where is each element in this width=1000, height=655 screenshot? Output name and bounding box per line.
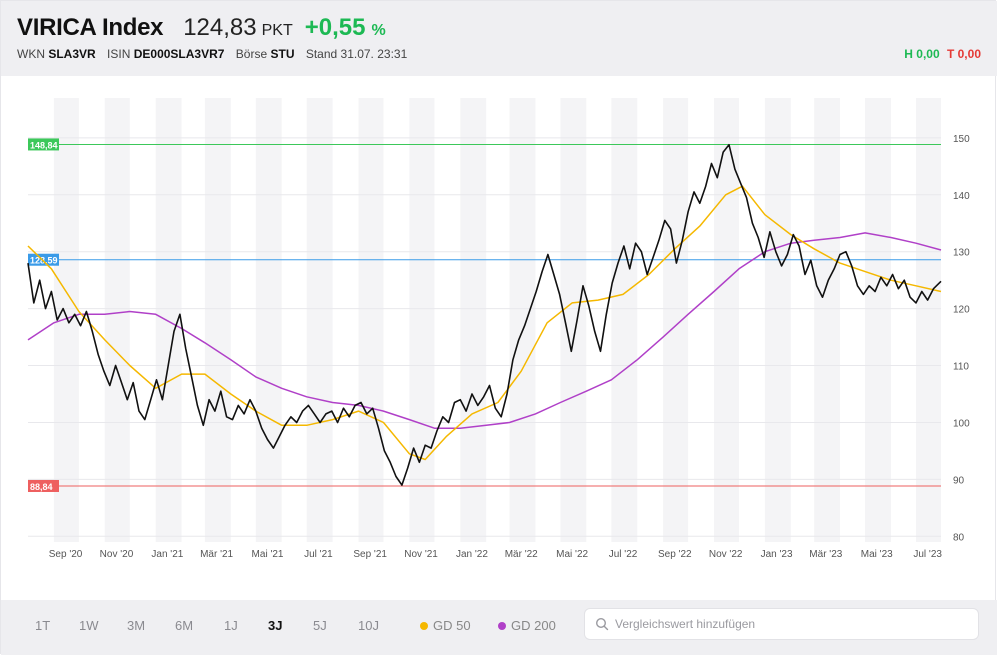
y-tick-label: 110 [953,362,969,373]
index-change: +0,55 [304,14,366,41]
x-tick-label: Jan '22 [456,549,488,560]
x-tick-label: Sep '21 [353,549,387,560]
boerse-value: STU [270,47,295,61]
x-tick-label: Mai '22 [556,549,588,560]
price-chart[interactable]: 80 90 100 110 120 130 140 150 Sep '20 Nov '20 Jan … [1,76,997,600]
y-tick-label: 150 [953,134,970,145]
reference-label-bg [28,138,59,151]
month-band [865,98,891,542]
y-tick-label: 130 [953,248,970,259]
month-band [663,98,689,542]
month-band [306,98,333,542]
month-band [509,98,536,542]
price-line [27,143,942,486]
month-band [255,98,282,542]
day-high: H 0,00 [904,47,940,61]
index-value: 124,83 [183,14,257,41]
legend-gd200-label: GD 200 [511,618,556,633]
range-1w-button[interactable]: 1W [79,618,99,633]
x-tick-label: Sep '22 [658,549,692,560]
gd50-dot-icon [420,621,428,630]
reference-label: 148,84 [30,140,58,150]
y-tick-label: 140 [953,191,970,202]
quote-header: VIRICA Index 124,83 PKT +0,55 % WKN SLA3… [1,1,997,76]
boerse-label: Börse [235,47,268,61]
high-low: H 0,00 T 0,00 [904,47,981,61]
compare-search[interactable] [584,608,979,640]
x-tick-label: Mär '23 [809,549,842,560]
reference-label-bg [28,479,59,492]
range-10j-button[interactable]: 10J [358,618,379,633]
y-tick-label: 100 [953,418,970,429]
x-tick-label: Mai '21 [252,549,284,560]
search-icon [595,617,609,631]
y-tick-label: 120 [953,305,970,316]
index-change-unit: % [371,22,386,39]
gd50-line [27,185,942,461]
month-band [204,98,231,542]
month-band [915,98,941,542]
month-band [104,98,130,542]
x-tick-label: Nov '21 [404,549,438,560]
meta-row: WKN SLA3VR ISIN DE000SLA3VR7 Börse STU S… [17,47,407,61]
x-tick-label: Mär '22 [505,549,538,560]
compare-input[interactable] [615,609,970,639]
isin-label: ISIN [107,47,131,61]
x-tick-label: Nov '20 [100,549,134,560]
month-band [460,98,487,542]
reference-label: 88,84 [30,482,53,492]
x-tick-label: Jan '21 [151,549,183,560]
legend-gd50[interactable]: GD 50 [420,618,471,633]
x-tick-label: Sep '20 [49,549,83,560]
x-tick-label: Jul '23 [913,549,942,560]
timestamp: Stand 31.07. 23:31 [305,47,408,61]
x-tick-label: Mär '21 [200,549,233,560]
reference-label-bg [28,253,59,266]
range-3m-button[interactable]: 3M [127,618,146,633]
range-3j-button[interactable]: 3J [268,618,283,633]
month-band [409,98,435,542]
month-band [714,98,740,542]
x-tick-label: Jul '22 [609,549,638,560]
chart-footer: 1T 1W 3M 6M 1J 3J 5J 10J GD 50 GD 200 [1,600,997,655]
month-band [358,98,384,542]
x-tick-label: Jan '23 [761,549,793,560]
range-5j-button[interactable]: 5J [313,618,327,633]
x-tick-label: Mai '23 [861,549,893,560]
wkn-value: SLA3VR [48,47,96,61]
wkn-label: WKN [17,47,45,61]
y-tick-label: 90 [953,475,965,486]
title-row: VIRICA Index 124,83 PKT +0,55 % [17,14,386,42]
isin-value: DE000SLA3VR7 [133,47,225,61]
x-tick-label: Jul '21 [304,549,333,560]
legend-gd50-label: GD 50 [433,618,471,633]
range-6m-button[interactable]: 6M [175,618,194,633]
legend-gd200[interactable]: GD 200 [498,618,556,633]
y-tick-label: 80 [953,532,965,543]
month-band [814,98,841,542]
month-band [611,98,638,542]
month-band [764,98,791,542]
day-low: T 0,00 [946,47,981,61]
range-1t-button[interactable]: 1T [35,618,51,633]
range-1j-button[interactable]: 1J [224,618,238,633]
x-tick-label: Nov '22 [709,549,743,560]
gd200-dot-icon [498,621,506,630]
index-name: VIRICA Index [17,14,164,41]
index-unit: PKT [261,22,293,39]
